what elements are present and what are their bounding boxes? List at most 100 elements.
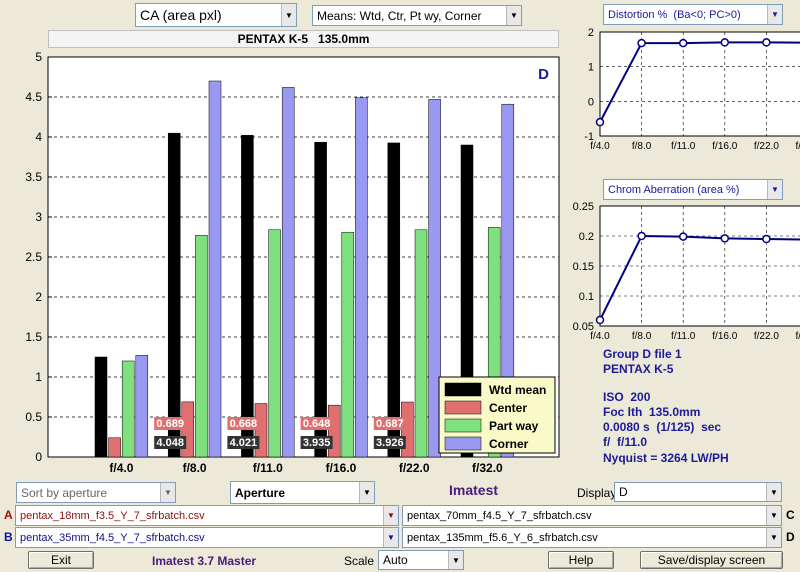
- chevron-down-icon[interactable]: ▼: [359, 482, 374, 503]
- chrom-aberration-title: Chrom Aberration (area %): [608, 183, 740, 196]
- info-focal-length: Foc lth 135.0mm: [603, 405, 701, 419]
- scale-label: Scale: [344, 554, 375, 568]
- info-exposure: 0.0080 s (1/125) sec: [603, 420, 722, 434]
- center-value-label: 0.668: [230, 418, 258, 430]
- wtd-value-label-bg: [373, 436, 406, 449]
- y-tick-label: 1: [588, 62, 594, 74]
- x-tick-label: f/11.0: [671, 331, 696, 342]
- bar-corner: [355, 97, 368, 458]
- x-tick-label: f/22.0: [399, 461, 430, 475]
- chevron-down-icon[interactable]: ▼: [448, 551, 463, 569]
- x-tick-label: f/16.0: [712, 331, 737, 342]
- distortion-title: Distortion % (Ba<0; PC>0): [608, 8, 741, 21]
- data-point: [720, 38, 730, 47]
- bar-wtd-mean: [241, 135, 254, 458]
- series-line: [599, 41, 800, 123]
- aperture-select-value: Aperture: [235, 485, 286, 500]
- chevron-down-icon[interactable]: ▼: [767, 180, 782, 199]
- info-camera: PENTAX K-5: [603, 362, 674, 376]
- y-tick-label: 0.15: [573, 261, 594, 273]
- y-tick-label: 2: [588, 27, 594, 39]
- wtd-value-label-bg: [227, 436, 260, 449]
- legend-swatch: [444, 400, 482, 415]
- sort-select-value: Sort by aperture: [21, 485, 108, 500]
- display-label: Display: [577, 486, 617, 500]
- imatest-label: Imatest: [449, 482, 499, 498]
- metric-select[interactable]: CA (area pxl) ▼: [135, 3, 297, 27]
- y-tick-label: 0.25: [573, 201, 594, 213]
- file-a-letter: A: [4, 508, 13, 522]
- file-d-select[interactable]: pentax_135mm_f5.6_Y_6_sfrbatch.csv ▼: [402, 527, 782, 548]
- wtd-value-label: 4.021: [230, 437, 258, 449]
- file-b-value: pentax_35mm_f4.5_Y_7_sfrbatch.csv: [20, 531, 205, 544]
- y-tick-label: 0.05: [573, 321, 594, 333]
- x-tick-label: f/11.0: [671, 141, 696, 152]
- series-annotation: D: [538, 66, 549, 83]
- help-button[interactable]: Help: [548, 551, 614, 569]
- aperture-select[interactable]: Aperture ▼: [230, 481, 375, 504]
- scale-select[interactable]: Auto ▼: [378, 550, 464, 570]
- bar-corner: [501, 103, 515, 458]
- display-select[interactable]: D ▼: [614, 482, 782, 502]
- y-tick-label: 0: [588, 96, 594, 108]
- distortion-chart: -1 0 1 2 f/4.0 f/8.0 f/11.0 f/16.0 f/22.0 f/32.0: [584, 27, 800, 152]
- center-value-label-bg: [227, 417, 260, 430]
- save-display-button[interactable]: Save/display screen: [640, 551, 783, 569]
- x-tick-label: f/8.0: [632, 331, 652, 342]
- main-bar-chart: 0 0.5 1 1.5 2 2.5 3 3.5 4 4.5 5 f/4.0 f/8.0 0.689 4.04…: [25, 50, 560, 475]
- plot-area: [599, 31, 800, 137]
- bar-wtd-mean: [94, 356, 108, 458]
- bar-corner: [135, 355, 149, 458]
- file-c-select[interactable]: pentax_70mm_f4.5_Y_7_sfrbatch.csv ▼: [402, 505, 782, 526]
- legend-label: Part way: [489, 419, 539, 433]
- chevron-down-icon[interactable]: ▼: [766, 506, 781, 525]
- x-tick-label: f/32.0: [795, 141, 800, 152]
- x-tick-label: f/32.0: [472, 461, 503, 475]
- wtd-value-label: 3.926: [376, 437, 404, 449]
- data-point: [637, 231, 646, 241]
- bar-part-way: [414, 229, 428, 458]
- chevron-down-icon[interactable]: ▼: [383, 528, 398, 547]
- chevron-down-icon[interactable]: ▼: [767, 5, 782, 24]
- x-tick-label: f/4.0: [590, 331, 610, 342]
- y-tick-label: 2: [35, 290, 42, 304]
- y-tick-label: 1.5: [25, 330, 42, 344]
- sort-select[interactable]: Sort by aperture ▼: [16, 482, 176, 503]
- wtd-value-label: 4.048: [156, 437, 184, 449]
- version-label: Imatest 3.7 Master: [152, 554, 257, 568]
- legend-label: Center: [489, 401, 527, 415]
- data-point: [762, 234, 771, 244]
- file-c-letter: C: [786, 508, 795, 522]
- chrom-aberration-select[interactable]: Chrom Aberration (area %) ▼: [603, 179, 783, 200]
- data-point: [678, 232, 688, 241]
- legend-label: Corner: [489, 437, 529, 451]
- x-tick-label: f/4.0: [590, 141, 610, 152]
- exit-button[interactable]: Exit: [28, 551, 94, 569]
- wtd-value-label-bg: [300, 436, 333, 449]
- chevron-down-icon[interactable]: ▼: [766, 528, 781, 547]
- file-c-value: pentax_70mm_f4.5_Y_7_sfrbatch.csv: [407, 509, 592, 522]
- file-b-letter: B: [4, 530, 13, 544]
- chevron-down-icon[interactable]: ▼: [383, 506, 398, 525]
- center-value-label: 0.687: [376, 418, 404, 430]
- data-point: [720, 234, 730, 243]
- center-value-label-bg: [300, 417, 333, 430]
- bar-corner: [428, 99, 441, 458]
- chevron-down-icon[interactable]: ▼: [281, 4, 296, 26]
- chevron-down-icon[interactable]: ▼: [160, 483, 175, 502]
- camera-banner-text: PENTAX K-5 135.0mm: [237, 32, 370, 46]
- distortion-select[interactable]: Distortion % (Ba<0; PC>0) ▼: [603, 4, 783, 25]
- bar-corner: [281, 87, 295, 458]
- x-tick-label: f/8.0: [632, 141, 652, 152]
- camera-banner: PENTAX K-5 135.0mm: [48, 30, 559, 48]
- chevron-down-icon[interactable]: ▼: [766, 483, 781, 501]
- y-tick-label: -1: [584, 131, 594, 143]
- data-point: [595, 117, 605, 127]
- file-a-select[interactable]: pentax_18mm_f3.5_Y_7_sfrbatch.csv ▼: [15, 505, 399, 526]
- center-value-label-bg: [373, 417, 406, 430]
- x-tick-label: f/22.0: [754, 141, 779, 152]
- chevron-down-icon[interactable]: ▼: [506, 6, 521, 25]
- file-b-select[interactable]: pentax_35mm_f4.5_Y_7_sfrbatch.csv ▼: [15, 527, 399, 548]
- data-point: [678, 38, 688, 48]
- means-select[interactable]: Means: Wtd, Ctr, Pt wy, Corner ▼: [312, 5, 522, 26]
